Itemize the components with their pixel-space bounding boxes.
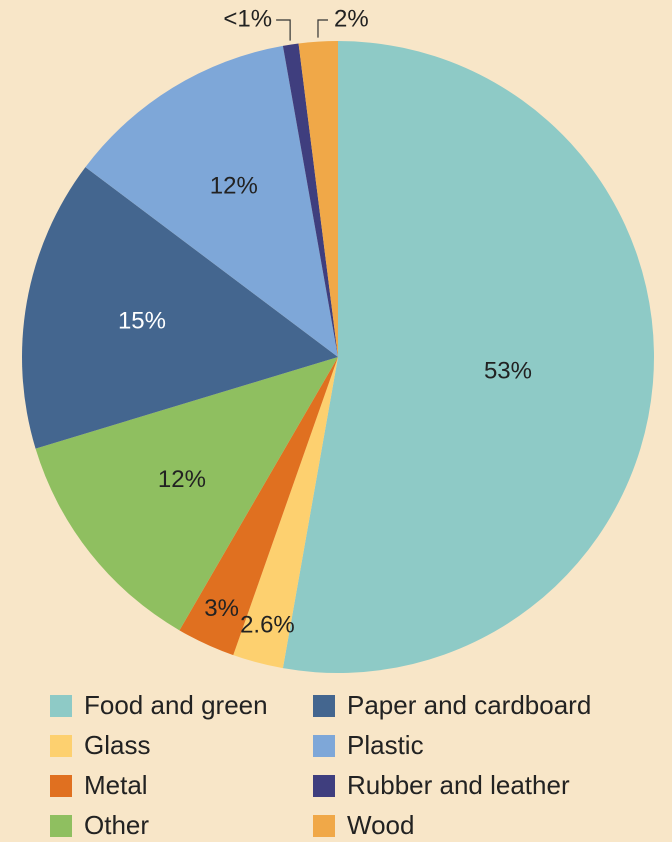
- legend-swatch: [50, 695, 72, 717]
- pie-slice: [179, 357, 338, 656]
- pie-slice: [22, 167, 339, 449]
- pie-slice: [233, 357, 338, 669]
- legend-label: Metal: [84, 770, 148, 800]
- legend-swatch: [50, 775, 72, 797]
- data-label: 12%: [158, 466, 206, 493]
- legend-swatch: [313, 695, 335, 717]
- legend-swatch: [50, 735, 72, 757]
- legend-label: Plastic: [347, 730, 424, 760]
- legend-label: Other: [84, 810, 149, 840]
- data-label: 2%: [334, 5, 369, 32]
- data-label: 3%: [204, 595, 239, 622]
- data-label: 15%: [118, 308, 166, 335]
- legend-label: Rubber and leather: [347, 770, 570, 800]
- legend-swatch: [50, 815, 72, 837]
- pie-slice: [282, 43, 338, 358]
- pie-slice: [35, 357, 339, 631]
- legend-label: Glass: [84, 730, 150, 760]
- leader-line: [276, 19, 291, 41]
- data-label: 53%: [484, 357, 532, 384]
- data-label: <1%: [223, 5, 272, 32]
- legend-swatch: [313, 815, 335, 837]
- pie-slice: [85, 45, 338, 357]
- legend-label: Food and green: [84, 690, 268, 720]
- legend-label: Paper and cardboard: [347, 690, 591, 720]
- pie-slice: [282, 41, 654, 673]
- pie-slice: [298, 41, 338, 357]
- data-label: 2.6%: [240, 611, 295, 638]
- legend-label: Wood: [347, 810, 414, 840]
- leader-line: [317, 19, 328, 38]
- data-label: 12%: [210, 173, 258, 200]
- legend-swatch: [313, 735, 335, 757]
- legend-swatch: [313, 775, 335, 797]
